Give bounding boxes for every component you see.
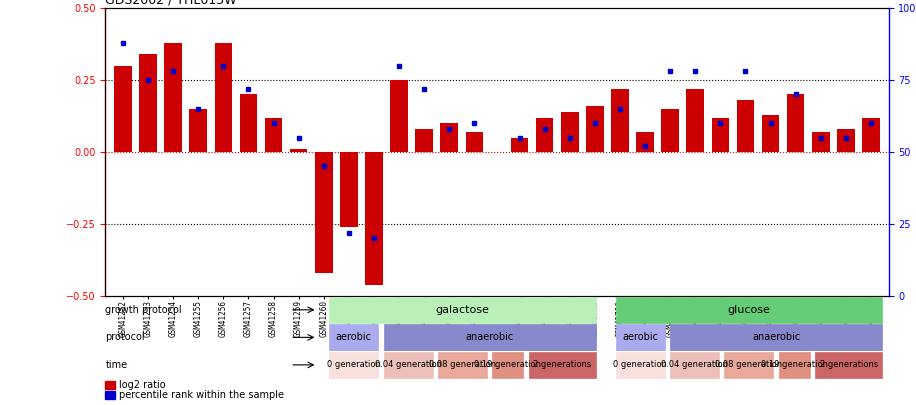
Text: aerobic: aerobic [335, 333, 372, 342]
Bar [441, 123, 458, 152]
Bar [114, 66, 132, 152]
Bar [493, 352, 523, 378]
Text: time: time [105, 360, 127, 370]
Bar [812, 132, 830, 152]
Text: log2 ratio: log2 ratio [119, 380, 165, 390]
Bar [190, 109, 207, 152]
Bar [862, 117, 879, 152]
Text: protocol: protocol [105, 333, 145, 342]
Bar [779, 352, 810, 378]
Bar [329, 324, 378, 351]
Bar [561, 112, 579, 152]
Bar [315, 152, 333, 273]
Bar [139, 54, 157, 152]
Bar [329, 296, 595, 323]
Bar [661, 109, 679, 152]
Bar [671, 324, 882, 351]
Bar [611, 89, 628, 152]
Bar [329, 352, 378, 378]
Bar [365, 152, 383, 285]
Text: 0.19 generation: 0.19 generation [761, 360, 828, 369]
Bar [536, 117, 553, 152]
Bar [686, 89, 704, 152]
Text: 2 generations: 2 generations [533, 360, 592, 369]
Bar [384, 324, 595, 351]
Bar [265, 117, 282, 152]
Text: anaerobic: anaerobic [752, 333, 801, 342]
Bar [616, 324, 665, 351]
Bar [725, 352, 773, 378]
Bar [616, 296, 882, 323]
Bar [736, 100, 754, 152]
Bar [340, 152, 357, 227]
Text: GDS2002 / YHL015W: GDS2002 / YHL015W [105, 0, 237, 7]
Bar [712, 117, 729, 152]
Text: 0.19 generation: 0.19 generation [474, 360, 541, 369]
Text: galactose: galactose [435, 305, 489, 315]
Bar [384, 352, 432, 378]
Bar [164, 43, 182, 152]
Text: percentile rank within the sample: percentile rank within the sample [119, 390, 284, 400]
Text: aerobic: aerobic [622, 333, 659, 342]
Bar [586, 106, 604, 152]
Text: 0.08 generation: 0.08 generation [715, 360, 782, 369]
Text: 0.04 generation: 0.04 generation [375, 360, 442, 369]
Bar [105, 391, 114, 399]
Bar [671, 352, 719, 378]
Bar [637, 132, 654, 152]
Text: 0 generation: 0 generation [327, 360, 381, 369]
Bar [762, 115, 780, 152]
Bar [438, 352, 487, 378]
Bar [616, 352, 665, 378]
Bar [815, 352, 882, 378]
Text: 0 generation: 0 generation [613, 360, 667, 369]
Text: growth protocol: growth protocol [105, 305, 182, 315]
Text: glucose: glucose [727, 305, 770, 315]
Bar [415, 129, 433, 152]
Bar [465, 132, 483, 152]
Bar [837, 129, 855, 152]
Bar [511, 138, 529, 152]
Bar [529, 352, 595, 378]
Bar [105, 381, 114, 389]
Text: 0.04 generation: 0.04 generation [661, 360, 728, 369]
Text: 0.08 generation: 0.08 generation [429, 360, 496, 369]
Bar [390, 80, 408, 152]
Bar [787, 94, 804, 152]
Bar [240, 94, 257, 152]
Text: 2 generations: 2 generations [820, 360, 878, 369]
Bar [214, 43, 232, 152]
Text: anaerobic: anaerobic [465, 333, 514, 342]
Bar [289, 149, 308, 152]
